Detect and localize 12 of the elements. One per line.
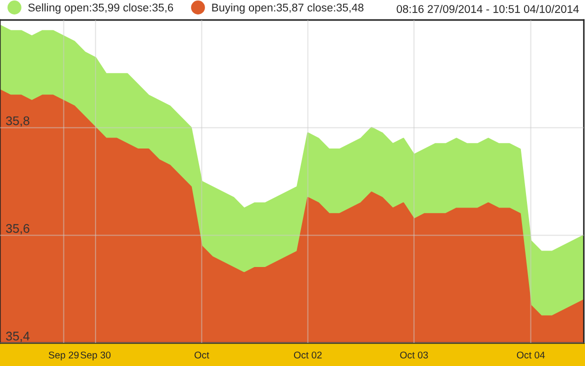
chart-subtitle: 08:16 27/09/2014 - 10:51 04/10/2014 bbox=[396, 4, 579, 13]
x-tick-label: Sep 29 bbox=[48, 352, 79, 360]
legend-label: Buying open:35,87 close:35,48 bbox=[212, 3, 364, 14]
x-tick-label: Oct 03 bbox=[400, 352, 428, 358]
x-tick-label: Sep 30 bbox=[80, 352, 111, 360]
y-tick-label: 35,6 bbox=[6, 224, 30, 234]
y-tick-label: 35,4 bbox=[6, 332, 30, 342]
x-tick-label: Oct bbox=[194, 352, 210, 358]
legend-label: Selling open:35,99 close:35,6 bbox=[28, 3, 174, 14]
x-tick-label: Oct 02 bbox=[294, 352, 322, 358]
y-tick-label: 35,8 bbox=[6, 116, 30, 127]
x-tick-label: Oct 04 bbox=[516, 352, 545, 358]
